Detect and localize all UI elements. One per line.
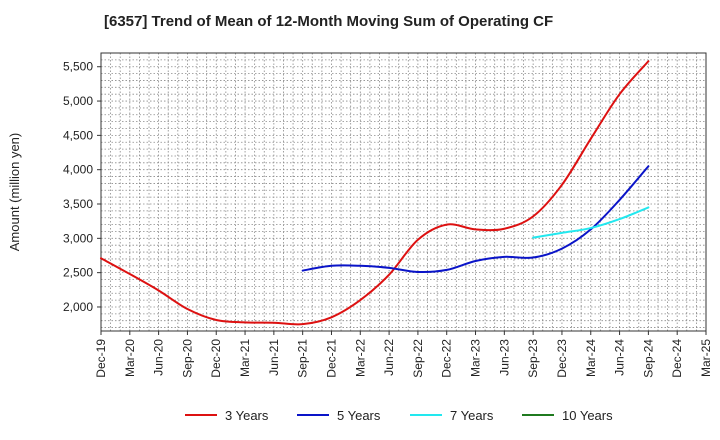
x-tick-label: Sep-20 bbox=[180, 339, 194, 378]
y-tick-label: 5,500 bbox=[63, 60, 93, 74]
legend-label-10-years: 10 Years bbox=[562, 408, 613, 423]
y-axis: 2,000 2,500 3,000 3,500 4,000 4,500 5,000 5,500 bbox=[63, 60, 101, 314]
legend-label-3-years: 3 Years bbox=[225, 408, 269, 423]
x-tick-label: Mar-24 bbox=[584, 339, 598, 377]
grid bbox=[100, 52, 707, 331]
x-tick-label: Mar-23 bbox=[469, 339, 483, 377]
x-tick-label: Sep-22 bbox=[411, 339, 425, 378]
y-tick-label: 5,000 bbox=[63, 94, 93, 108]
y-tick-label: 3,500 bbox=[63, 197, 93, 211]
legend: 3 Years 5 Years 7 Years 10 Years bbox=[185, 408, 613, 423]
x-tick-label: Mar-25 bbox=[699, 339, 713, 377]
x-axis: Dec-19 Mar-20 Jun-20 Sep-20 Dec-20 Mar-21 Jun-… bbox=[94, 331, 713, 378]
y-tick-label: 3,000 bbox=[63, 231, 93, 245]
x-tick-label: Mar-22 bbox=[353, 339, 367, 377]
series-lines bbox=[100, 60, 650, 326]
chart-title: [6357] Trend of Mean of 12-Month Moving … bbox=[104, 13, 554, 30]
y-tick-label: 4,500 bbox=[63, 128, 93, 142]
x-tick-label: Jun-23 bbox=[497, 339, 511, 376]
x-tick-label: Dec-21 bbox=[324, 339, 338, 378]
series-line-3-years bbox=[100, 60, 650, 326]
x-tick-label: Dec-19 bbox=[94, 339, 108, 378]
plot-frame bbox=[100, 52, 707, 332]
x-tick-label: Jun-20 bbox=[152, 339, 166, 376]
series-line-5-years bbox=[301, 165, 650, 274]
y-axis-title: Amount (million yen) bbox=[7, 133, 22, 252]
x-tick-label: Dec-23 bbox=[555, 339, 569, 378]
x-tick-label: Jun-21 bbox=[267, 339, 281, 376]
legend-label-5-years: 5 Years bbox=[337, 408, 381, 423]
y-tick-label: 2,000 bbox=[63, 300, 93, 314]
x-tick-label: Sep-21 bbox=[296, 339, 310, 378]
series-line-7-years bbox=[532, 206, 650, 239]
x-tick-label: Sep-24 bbox=[641, 339, 655, 378]
legend-label-7-years: 7 Years bbox=[450, 408, 494, 423]
x-tick-label: Jun-24 bbox=[613, 339, 627, 376]
x-tick-label: Mar-21 bbox=[238, 339, 252, 377]
y-tick-label: 2,500 bbox=[63, 266, 93, 280]
x-tick-label: Jun-22 bbox=[382, 339, 396, 376]
x-tick-label: Mar-20 bbox=[123, 339, 137, 377]
x-tick-label: Sep-23 bbox=[526, 339, 540, 378]
y-tick-label: 4,000 bbox=[63, 163, 93, 177]
x-tick-label: Dec-22 bbox=[440, 339, 454, 378]
x-tick-label: Dec-20 bbox=[209, 339, 223, 378]
x-tick-label: Dec-24 bbox=[670, 339, 684, 378]
